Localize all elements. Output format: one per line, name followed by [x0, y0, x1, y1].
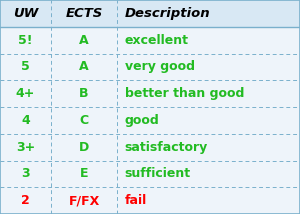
Text: UW: UW [13, 7, 38, 20]
Bar [117, 160, 300, 187]
Bar [0, 27, 51, 54]
Bar [0, 54, 51, 80]
Text: fail: fail [124, 194, 147, 207]
Text: satisfactory: satisfactory [124, 141, 208, 154]
Text: 2: 2 [21, 194, 30, 207]
Bar [51, 134, 117, 160]
Bar [0, 107, 51, 134]
Text: 5!: 5! [18, 34, 33, 47]
Text: Description: Description [124, 7, 210, 20]
Bar [0, 80, 51, 107]
Text: A: A [79, 34, 89, 47]
Text: very good: very good [124, 60, 194, 73]
Text: D: D [79, 141, 89, 154]
Text: better than good: better than good [124, 87, 244, 100]
Text: 3: 3 [21, 167, 30, 180]
Text: excellent: excellent [124, 34, 188, 47]
Text: B: B [79, 87, 89, 100]
Text: good: good [124, 114, 159, 127]
Text: A: A [79, 60, 89, 73]
Bar [51, 187, 117, 214]
Text: 4: 4 [21, 114, 30, 127]
Bar [0, 0, 51, 27]
Bar [117, 80, 300, 107]
Text: 3+: 3+ [16, 141, 35, 154]
Text: C: C [80, 114, 88, 127]
Bar [117, 187, 300, 214]
Bar [0, 160, 51, 187]
Bar [0, 187, 51, 214]
Text: F/FX: F/FX [68, 194, 100, 207]
Bar [51, 0, 117, 27]
Bar [51, 80, 117, 107]
Bar [117, 54, 300, 80]
Bar [51, 160, 117, 187]
Bar [51, 27, 117, 54]
Text: 5: 5 [21, 60, 30, 73]
Text: ECTS: ECTS [65, 7, 103, 20]
Bar [51, 107, 117, 134]
Bar [117, 107, 300, 134]
Text: E: E [80, 167, 88, 180]
Text: sufficient: sufficient [124, 167, 190, 180]
Bar [117, 134, 300, 160]
Bar [117, 27, 300, 54]
Bar [117, 0, 300, 27]
Text: 4+: 4+ [16, 87, 35, 100]
Bar [0, 134, 51, 160]
Bar [51, 54, 117, 80]
